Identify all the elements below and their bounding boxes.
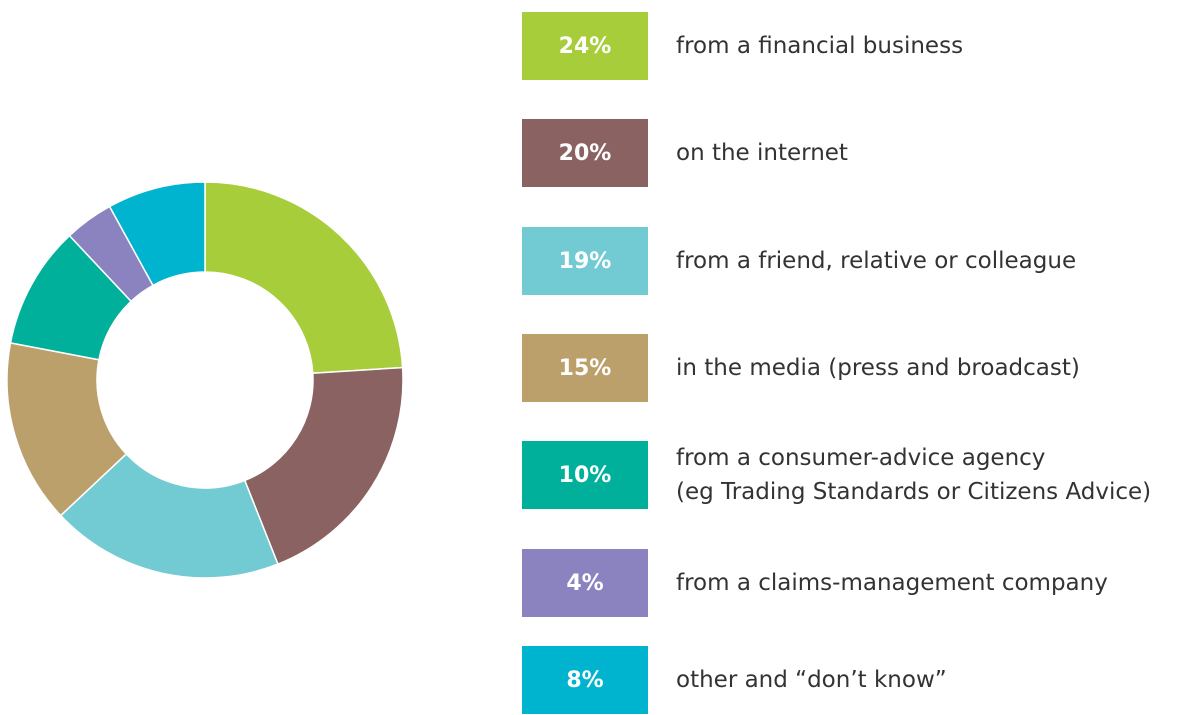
value-label: 4% — [522, 549, 648, 617]
legend-label: from a consumer-advice agency (eg Tradin… — [676, 445, 1152, 505]
donut-slice — [59, 452, 279, 579]
legend-item: 10% from a consumer-advice agency (eg Tra… — [522, 441, 1151, 509]
donut-slice — [108, 181, 206, 287]
legend-label: in the media (press and broadcast) — [676, 355, 1080, 381]
donut-chart — [6, 181, 404, 579]
legend-item: 8% other and “don’t know” — [522, 646, 947, 714]
legend-label: from a friend, relative or colleague — [676, 248, 1077, 274]
value-label: 24% — [522, 12, 648, 80]
value-label: 8% — [522, 646, 648, 714]
donut-slice — [204, 181, 404, 375]
donut-slice — [243, 366, 404, 566]
value-label: 15% — [522, 334, 648, 402]
legend-item: 20% on the internet — [522, 119, 848, 187]
legend-label: on the internet — [676, 140, 848, 166]
legend-item: 4% from a claims-management company — [522, 549, 1108, 617]
value-label: 20% — [522, 119, 648, 187]
legend-label: other and “don’t know” — [676, 667, 947, 693]
legend-label: from a financial business — [676, 33, 964, 59]
legend-label: from a claims-management company — [676, 570, 1108, 596]
legend-item: 15% in the media (press and broadcast) — [522, 334, 1080, 402]
value-label: 10% — [522, 441, 648, 509]
value-label: 19% — [522, 227, 648, 295]
legend-item: 24% from a financial business — [522, 12, 963, 80]
legend-item: 19% from a friend, relative or colleague — [522, 227, 1076, 295]
